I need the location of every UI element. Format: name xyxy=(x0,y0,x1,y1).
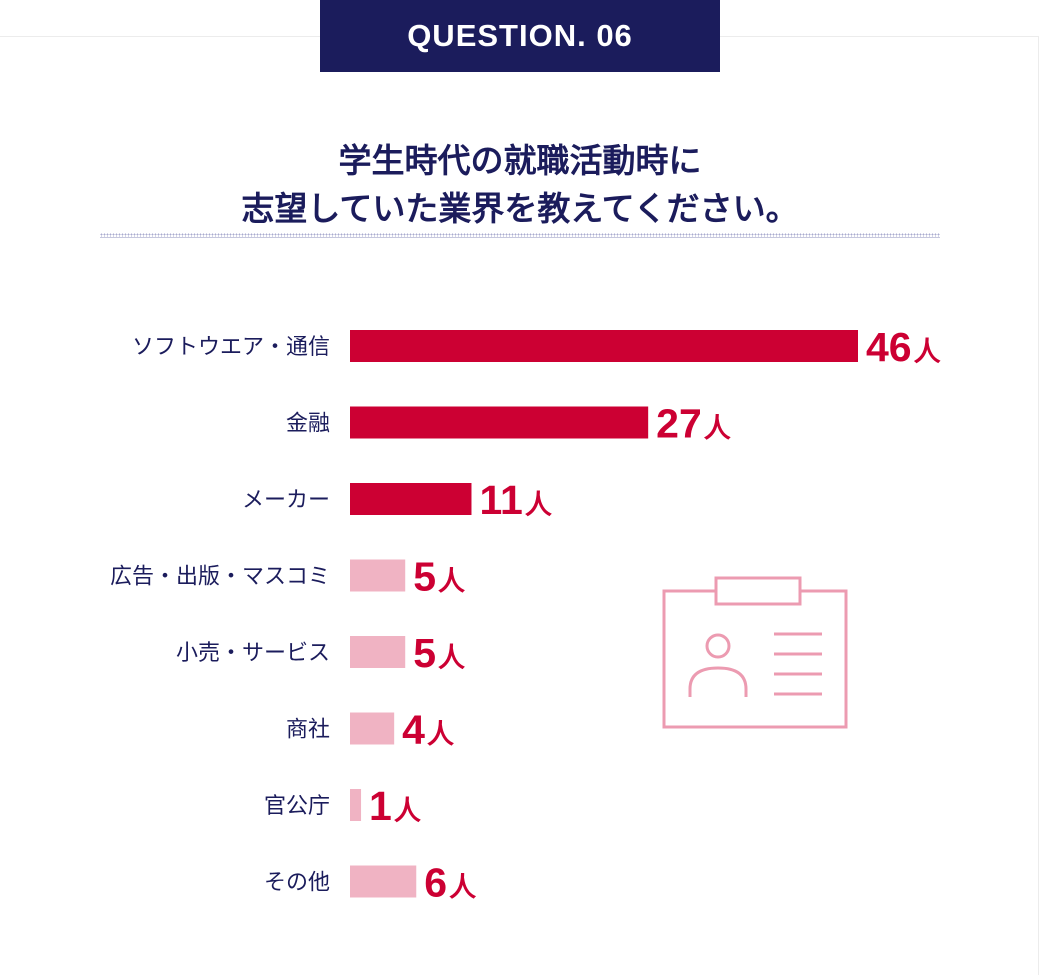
id-card-clip xyxy=(714,576,802,606)
question-card xyxy=(0,36,1039,975)
id-badge-icon xyxy=(662,576,848,729)
value-label: 4人 xyxy=(402,707,454,753)
question-title-line-2: 志望していた業界を教えてください。 xyxy=(241,189,799,228)
category-label: 広告・出版・マスコミ xyxy=(110,565,330,590)
value-label: 5人 xyxy=(413,554,465,600)
value-label: 46人 xyxy=(866,324,941,370)
bar xyxy=(350,483,472,515)
category-label: その他 xyxy=(264,871,330,896)
value-label: 5人 xyxy=(413,630,465,676)
category-label: 商社 xyxy=(286,718,330,743)
bar xyxy=(350,330,858,362)
bar xyxy=(350,865,417,898)
title-divider xyxy=(100,233,940,238)
bar xyxy=(350,636,406,668)
question-number-badge: QUESTION. 06 xyxy=(320,0,720,72)
bar xyxy=(350,559,406,592)
value-label: 11人 xyxy=(479,477,551,523)
question-title-line-1: 学生時代の就職活動時に xyxy=(338,141,702,180)
person-head xyxy=(705,633,731,659)
value-label: 6人 xyxy=(424,860,476,906)
person-shoulders xyxy=(688,666,748,697)
category-label: 金融 xyxy=(286,412,330,437)
id-card-outline xyxy=(662,589,848,729)
category-label: メーカー xyxy=(242,488,330,513)
bar xyxy=(350,406,649,439)
value-label: 27人 xyxy=(656,401,731,447)
category-label: ソフトウエア・通信 xyxy=(132,335,330,360)
value-label: 1人 xyxy=(369,783,421,829)
category-label: 官公庁 xyxy=(264,794,330,819)
bar xyxy=(350,789,362,821)
category-label: 小売・サービス xyxy=(176,641,330,666)
bar xyxy=(350,712,395,745)
